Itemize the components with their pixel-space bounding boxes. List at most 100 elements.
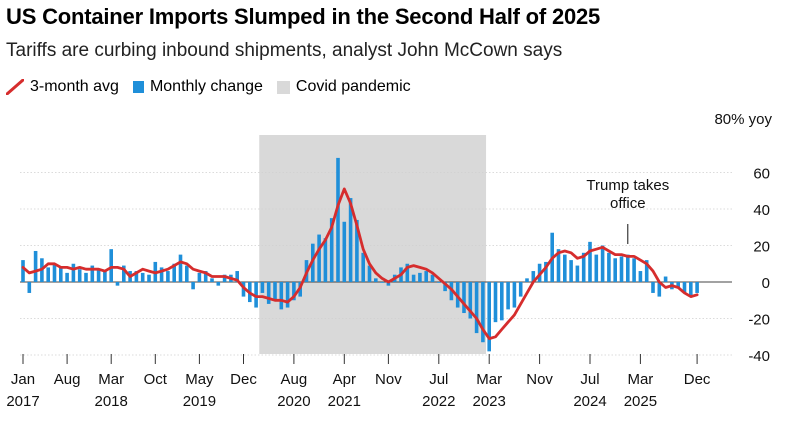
legend-label-covid-pandemic: Covid pandemic (295, 78, 411, 95)
bar (689, 282, 693, 297)
bar (563, 254, 567, 282)
x-tick-year: 2020 (277, 393, 310, 410)
bar (481, 282, 485, 343)
chart-subtitle: Tariffs are curbing inbound shipments, a… (6, 40, 563, 61)
y-axis-label: 80% yoy (714, 111, 772, 128)
x-tick-year: 2018 (95, 393, 128, 410)
bar (500, 282, 504, 321)
bar (594, 254, 599, 282)
bar (122, 265, 126, 282)
bar (380, 282, 384, 283)
y-tick-label: -40 (748, 348, 770, 365)
x-tick-year: 2024 (573, 393, 606, 410)
legend-shade-swatch-icon (276, 80, 290, 94)
bar (323, 238, 328, 282)
annotation-text: Trump takes (586, 177, 669, 194)
bar (418, 272, 422, 282)
bar (96, 269, 101, 282)
bar (254, 282, 258, 308)
bar (292, 282, 296, 301)
y-tick-label: 40 (753, 202, 770, 219)
bar (531, 271, 536, 282)
bar (216, 282, 221, 286)
y-tick-label: 20 (753, 239, 770, 256)
bar (443, 282, 447, 292)
bar (581, 252, 586, 282)
bar (197, 272, 202, 282)
bar (140, 272, 145, 282)
y-tick-label: 0 (762, 275, 770, 292)
bar (676, 282, 680, 288)
bar (518, 282, 523, 297)
bar (84, 272, 88, 282)
bar (424, 271, 428, 282)
bar (59, 267, 63, 282)
x-tick-year: 2025 (624, 393, 657, 410)
covid-shade-region (259, 135, 487, 354)
bar (115, 282, 120, 286)
bar (657, 282, 662, 297)
legend-bar-swatch-icon (132, 81, 144, 93)
x-tick-month: Apr (333, 371, 356, 388)
bar (575, 265, 580, 282)
x-tick-month: Jul (429, 371, 448, 388)
bar (109, 249, 113, 282)
bar (33, 250, 38, 282)
bar (663, 276, 668, 282)
x-tick-year: 2023 (473, 393, 506, 410)
legend-line-swatch-icon (6, 79, 24, 95)
bar (27, 282, 32, 293)
x-tick-year: 2022 (422, 393, 455, 410)
x-tick-month: Jul (580, 371, 599, 388)
legend-item-monthly-change: Monthly change (132, 78, 263, 96)
y-tick-label: -20 (748, 312, 770, 329)
x-tick-month: Oct (144, 371, 168, 388)
x-tick-month: Dec (684, 371, 711, 388)
bar (487, 282, 491, 352)
y-tick-label: 60 (753, 166, 770, 183)
x-tick-month: Mar (627, 371, 653, 388)
x-tick-year: 2019 (183, 393, 216, 410)
bar (493, 282, 498, 323)
bar (682, 282, 687, 293)
bar (210, 278, 214, 282)
bar (342, 221, 347, 282)
bar (474, 282, 479, 334)
bar (21, 260, 25, 282)
bar (77, 269, 82, 282)
bar (361, 252, 365, 282)
x-tick-month: Aug (281, 371, 308, 388)
x-tick-month: Mar (98, 371, 124, 388)
legend-label-monthly-change: Monthly change (149, 78, 263, 95)
bar (260, 282, 265, 293)
bar (71, 263, 76, 282)
bar (644, 260, 649, 282)
bar (317, 234, 321, 282)
bar (632, 258, 636, 282)
avg-line (21, 187, 699, 340)
bar (367, 265, 372, 282)
bar (411, 274, 416, 282)
bar (695, 282, 699, 293)
bar (651, 282, 655, 293)
bar (235, 271, 239, 282)
bar (147, 274, 151, 282)
bar (437, 282, 441, 283)
bar (600, 245, 605, 282)
bar (90, 265, 95, 282)
bar (613, 258, 617, 282)
bar (355, 219, 359, 282)
bar (556, 249, 561, 282)
bar (191, 282, 195, 290)
x-tick-month: Nov (375, 371, 402, 388)
bar (468, 282, 473, 319)
bar (178, 254, 183, 282)
x-tick-month: Dec (230, 371, 257, 388)
chart-title: US Container Imports Slumped in the Seco… (6, 4, 601, 29)
bar (336, 157, 340, 282)
legend-label-3-month-avg: 3-month avg (30, 78, 119, 95)
bar (607, 252, 611, 282)
x-tick-year: 2021 (328, 393, 361, 410)
x-tick-month: Aug (54, 371, 81, 388)
